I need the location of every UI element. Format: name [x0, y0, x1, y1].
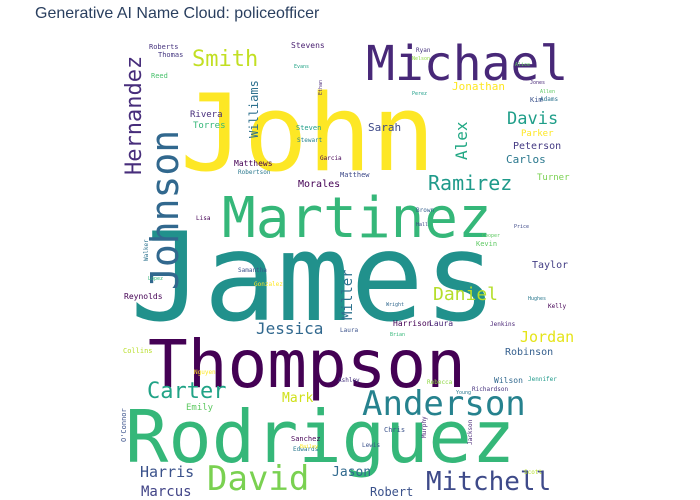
word-scott: Scott — [524, 469, 542, 476]
word-laura: Laura — [429, 319, 453, 328]
word-hughes: Hughes — [528, 296, 546, 302]
chart-title: Generative AI Name Cloud: policeofficer — [35, 5, 320, 22]
word-sarah: Sarah — [368, 121, 401, 134]
word-lisa: Lisa — [196, 215, 211, 222]
word-roberts: Roberts — [149, 43, 179, 51]
word-chris: Chris — [384, 426, 405, 434]
word-thomas: Thomas — [158, 51, 183, 59]
word-harrison: Harrison — [393, 319, 432, 328]
word-wilson: Wilson — [494, 376, 523, 385]
word-jonathan: Jonathan — [452, 80, 505, 93]
word-edwards: Edwards — [293, 446, 319, 453]
word-williams: Williams — [247, 80, 261, 138]
word-parker: Parker — [521, 129, 554, 139]
word-steven: Steven — [296, 124, 321, 132]
word-reynolds: Reynolds — [124, 292, 163, 301]
word-evans: Evans — [294, 64, 309, 70]
word-mark: Mark — [282, 391, 313, 406]
word-jenkins: Jenkins — [490, 321, 516, 328]
word-alex: Alex — [452, 121, 471, 160]
word-stevens: Stevens — [291, 41, 325, 50]
word-john: John — [180, 72, 435, 195]
word-thompson: Thompson — [148, 326, 466, 403]
word-stewart: Stewart — [297, 137, 323, 144]
word-torres: Torres — [193, 121, 226, 131]
word-ashley: Ashley — [338, 377, 360, 384]
word-nelson: Nelson — [412, 56, 430, 62]
word-johnson: Johnson — [143, 130, 187, 290]
word-price: Price — [514, 224, 529, 230]
word-jason: Jason — [332, 465, 371, 480]
word-brian: Brian — [390, 332, 405, 338]
word-smith: Smith — [192, 47, 258, 72]
word-harris: Harris — [140, 463, 194, 481]
word-matthews: Matthews — [234, 159, 273, 168]
word-garcia: Garcia — [320, 155, 342, 162]
word-kelly: Kelly — [548, 303, 566, 310]
word-rivera: Rivera — [190, 110, 223, 120]
word-miller: Miller — [340, 269, 356, 320]
word-perez: Perez — [412, 91, 427, 97]
word-emily: Emily — [186, 403, 214, 413]
word-hernandez: Hernandez — [122, 56, 147, 175]
word-kim: Kim — [530, 96, 543, 104]
word-collins: Collins — [123, 347, 153, 355]
word-bailey: Bailey — [300, 444, 318, 450]
word-lopez: Lopez — [148, 276, 163, 282]
word-sanchez: Sanchez — [291, 435, 321, 443]
word-ethan: Ethan — [318, 80, 324, 95]
word-mitchell: Mitchell — [426, 467, 551, 497]
word-jennifer: Jennifer — [528, 376, 557, 383]
word-lewis: Lewis — [362, 442, 380, 449]
word-martinez: Martinez — [222, 186, 492, 251]
word-anderson: Anderson — [362, 384, 526, 424]
word-murphy: Murphy — [421, 416, 428, 438]
word-allen: Allen — [540, 89, 555, 95]
word-alice: Alice — [515, 62, 530, 68]
word-gonzalez: Gonzalez — [254, 281, 283, 288]
word-walker: Walker — [143, 239, 150, 261]
word-jones: Jones — [530, 80, 545, 86]
word-carter: Carter — [147, 379, 226, 404]
word-hall: Hall — [416, 222, 428, 228]
word-robert: Robert — [370, 485, 413, 499]
word-carlos: Carlos — [506, 153, 546, 166]
word-nguyen: Nguyen — [194, 369, 216, 376]
word-young: Young — [456, 390, 471, 396]
word-robertson: Robertson — [238, 169, 271, 176]
word-morales: Morales — [298, 179, 340, 190]
word-james: James — [130, 207, 497, 349]
word-matthew: Matthew — [340, 171, 370, 179]
word-marcus: Marcus — [141, 484, 192, 500]
word-cooper: Cooper — [482, 233, 500, 239]
word-peterson: Peterson — [513, 141, 561, 152]
word-jackson: Jackson — [467, 419, 474, 445]
word-adams: Adams — [540, 96, 558, 103]
word-turner: Turner — [537, 173, 570, 183]
word-rodriguez: Rodriguez — [125, 395, 515, 479]
word-reed: Reed — [151, 72, 168, 80]
word-wright: Wright — [386, 302, 404, 308]
word-brown: Brown — [416, 207, 434, 214]
word-laura: Laura — [340, 327, 358, 334]
word-kevin: Kevin — [476, 240, 497, 248]
word-rebecca: Rebecca — [427, 379, 453, 386]
word-jordan: Jordan — [520, 328, 574, 346]
word-jessica: Jessica — [256, 319, 323, 338]
word-ryan: Ryan — [416, 47, 431, 54]
word-ramirez: Ramirez — [428, 171, 512, 195]
word-richardson: Richardson — [472, 386, 509, 393]
word-samantha: Samantha — [238, 267, 267, 274]
word-oconnor: O'Connor — [120, 408, 128, 442]
word-david: David — [207, 459, 309, 499]
word-daniel: Daniel — [433, 284, 498, 305]
word-davis: Davis — [507, 109, 558, 129]
word-taylor: Taylor — [532, 260, 568, 271]
word-michael: Michael — [366, 36, 568, 92]
word-robinson: Robinson — [505, 347, 553, 358]
